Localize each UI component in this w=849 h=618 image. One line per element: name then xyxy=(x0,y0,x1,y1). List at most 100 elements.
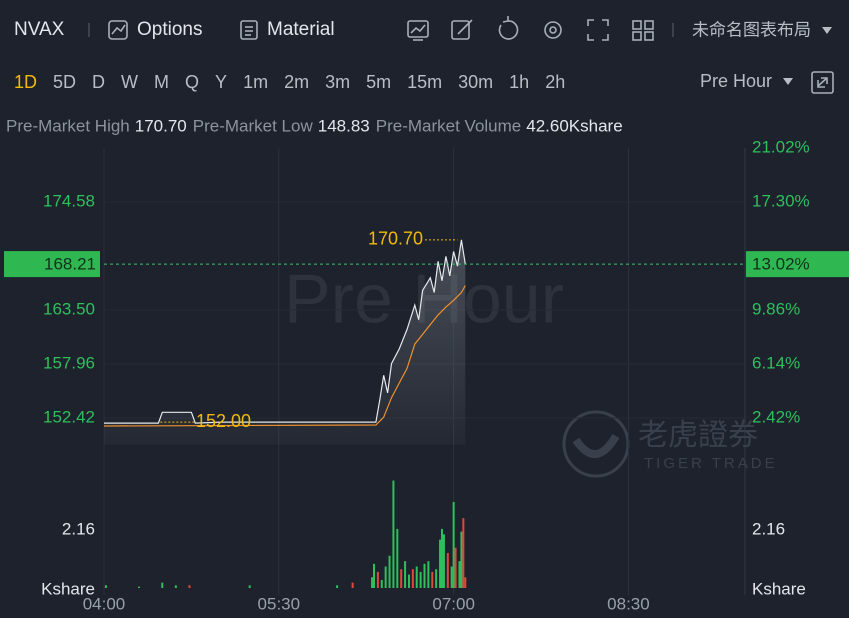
timeframe-bar: 1D 5D D W M Q Y 1m 2m 3m 5m 15m 30m 1h 2h xyxy=(14,72,565,92)
current-price-label: 168.21 xyxy=(44,255,96,274)
volume-tick-label: Kshare xyxy=(752,579,806,598)
x-tick-label: 05:30 xyxy=(258,594,301,613)
timeframe-button[interactable]: 1h xyxy=(509,72,529,92)
timeframe-button[interactable]: 30m xyxy=(458,72,493,92)
y-tick-label: 152.42 xyxy=(43,407,95,426)
dropdown-arrow[interactable] xyxy=(783,78,793,85)
volume-bar xyxy=(161,582,164,588)
volume-bar xyxy=(462,518,465,588)
volume-bar xyxy=(460,531,463,588)
timeframe-button[interactable]: D xyxy=(92,72,105,92)
logo-mark xyxy=(572,433,620,458)
y-tick-label: 163.50 xyxy=(43,299,95,318)
timeframe-button[interactable]: M xyxy=(154,72,169,92)
stat-value: 42.60Kshare xyxy=(526,116,622,135)
price-tag xyxy=(4,251,100,278)
options-button[interactable]: Options xyxy=(137,19,202,40)
volume-bar xyxy=(372,563,375,588)
volume-bar xyxy=(454,547,457,588)
percent-tag xyxy=(746,251,849,278)
y-tick-label: 157.96 xyxy=(43,353,95,372)
refresh-icon[interactable] xyxy=(498,16,519,40)
layout-name[interactable]: 未命名图表布局 xyxy=(692,20,811,39)
volume-bar xyxy=(380,579,383,588)
volume-bar xyxy=(248,585,251,588)
current-percent-label: 13.02% xyxy=(752,255,810,274)
y2-tick-label: 17.30% xyxy=(752,191,810,210)
material-button[interactable]: Material xyxy=(267,19,335,40)
timeframe-button[interactable]: 1D xyxy=(14,72,37,92)
volume-tick-label: 2.16 xyxy=(752,519,785,538)
volume-bar xyxy=(439,539,442,588)
options-icon[interactable] xyxy=(108,20,128,40)
stat-label: Pre-Market Low xyxy=(193,116,314,135)
timeframe-button[interactable]: 1m xyxy=(243,72,268,92)
volume-bar xyxy=(435,569,438,588)
volume-bar xyxy=(336,585,339,588)
logo-brand: TIGER TRADE xyxy=(644,455,778,472)
volume-bar xyxy=(396,528,399,588)
stat-value: 170.70 xyxy=(135,116,187,135)
volume-bar xyxy=(415,566,418,588)
timeframe-button[interactable]: W xyxy=(121,72,138,92)
material-icon[interactable] xyxy=(240,20,258,40)
y-tick-label: 174.58 xyxy=(43,191,95,210)
draw-icon[interactable] xyxy=(451,19,473,40)
settings-icon[interactable] xyxy=(544,21,562,39)
volume-bar xyxy=(411,569,414,588)
layout-icon[interactable] xyxy=(632,20,654,41)
x-tick-label: 08:30 xyxy=(607,594,650,613)
volume-bar xyxy=(392,480,395,588)
timeframe-button[interactable]: 5m xyxy=(366,72,391,92)
volume-bar xyxy=(440,528,443,588)
volume-bar xyxy=(423,563,426,588)
price-line xyxy=(104,239,466,424)
stats-bar: Pre-Market High 170.70 Pre-Market Low 148.8… xyxy=(6,116,623,135)
volume-bar xyxy=(450,566,453,588)
y2-tick-label: 21.02% xyxy=(752,137,810,156)
fullscreen-icon[interactable] xyxy=(587,19,609,41)
dropdown-arrow[interactable] xyxy=(822,27,832,34)
y2-tick-label: 2.42% xyxy=(752,407,800,426)
timeframe-button[interactable]: 5D xyxy=(53,72,76,92)
volume-bar xyxy=(458,561,461,588)
volume-bar xyxy=(376,571,379,588)
expand-icon[interactable] xyxy=(811,71,834,94)
volume-bar xyxy=(137,586,140,588)
timeframe-button[interactable]: 2h xyxy=(545,72,565,92)
volume-bar xyxy=(384,566,387,588)
volume-bar xyxy=(104,585,107,588)
session-select[interactable]: Pre Hour xyxy=(700,71,772,91)
x-tick-label: 04:00 xyxy=(83,594,126,613)
volume-bar xyxy=(452,502,455,588)
y2-tick-label: 9.86% xyxy=(752,299,800,318)
logo-name: 老虎證券 xyxy=(638,419,758,452)
volume-bar xyxy=(407,574,410,588)
timeframe-button[interactable]: Q xyxy=(185,72,199,92)
price-line xyxy=(103,285,466,427)
timeframe-button[interactable]: Y xyxy=(215,72,227,92)
symbol[interactable]: NVAX xyxy=(14,19,65,40)
timeframe-button[interactable]: 15m xyxy=(407,72,442,92)
volume-bar xyxy=(351,582,354,588)
volume-bar xyxy=(174,585,177,588)
stat-value: 148.83 xyxy=(318,116,370,135)
volume-bar xyxy=(388,555,391,588)
stat-label: Pre-Market Volume xyxy=(376,116,522,135)
volume-bar xyxy=(431,571,434,588)
volume-bar xyxy=(188,585,191,588)
stat-label: Pre-Market High xyxy=(6,116,130,135)
y2-tick-label: 6.14% xyxy=(752,353,800,372)
timeframe-button[interactable]: 3m xyxy=(325,72,350,92)
volume-bar xyxy=(419,571,422,588)
logo-mark xyxy=(562,410,630,478)
indicator-icon[interactable] xyxy=(407,20,429,41)
volume-bar xyxy=(404,561,407,588)
timeframe-button[interactable]: 2m xyxy=(284,72,309,92)
volume-bar xyxy=(464,577,467,588)
price-area xyxy=(104,239,466,445)
high-label: 170.70 xyxy=(368,229,423,249)
x-tick-label: 07:00 xyxy=(432,594,475,613)
